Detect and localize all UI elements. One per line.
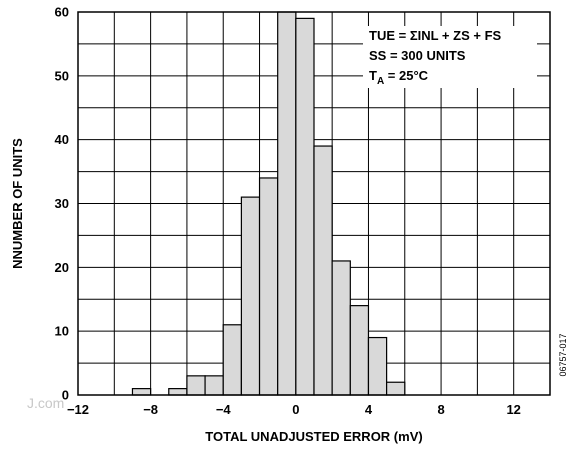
x-tick-label: 0 xyxy=(292,402,299,417)
annotation-temperature: TA = 25°C xyxy=(369,68,429,87)
x-tick-label: −4 xyxy=(216,402,232,417)
y-tick-label: 10 xyxy=(55,324,69,339)
y-tick-label: 0 xyxy=(62,388,69,403)
y-tick-label: 40 xyxy=(55,132,69,147)
annotation-background xyxy=(363,26,537,88)
bar-layer xyxy=(131,11,406,396)
x-tick-label: −12 xyxy=(67,402,89,417)
histogram-bar xyxy=(240,196,261,396)
histogram-bar xyxy=(277,11,297,396)
x-axis-label: TOTAL UNADJUSTED ERROR (mV) xyxy=(205,429,422,444)
plot-frame xyxy=(77,11,551,396)
y-axis-label: NNUMBER OF UNITS xyxy=(10,138,25,269)
histogram-bar xyxy=(331,260,351,396)
histogram-bar xyxy=(186,375,206,396)
x-tick-label: 4 xyxy=(365,402,373,417)
histogram-bar xyxy=(386,381,406,396)
annotation-temperature-subscript: A xyxy=(377,76,384,87)
figure-code: 06757-017 xyxy=(558,333,568,376)
annotation-temperature-value: = 25°C xyxy=(384,68,428,83)
x-tick-label: −8 xyxy=(143,402,158,417)
histogram-bar xyxy=(295,17,315,396)
histogram-bar xyxy=(222,324,242,396)
histogram-bar xyxy=(258,177,279,396)
histogram-bar xyxy=(367,336,388,396)
annotation-temperature-symbol: T xyxy=(369,68,377,83)
x-tick-label: 12 xyxy=(506,402,520,417)
x-tick-label: 8 xyxy=(437,402,444,417)
y-tick-label: 30 xyxy=(55,196,69,211)
histogram-bar xyxy=(131,388,152,396)
histogram-bar xyxy=(168,388,188,396)
y-tick-label: 20 xyxy=(55,260,69,275)
histogram-bar xyxy=(204,375,224,396)
y-tick-label: 50 xyxy=(55,68,69,83)
histogram-bar xyxy=(313,145,333,396)
y-tick-label: 60 xyxy=(55,5,69,20)
annotation-sample-size: SS = 300 UNITS xyxy=(369,48,466,63)
histogram-bar xyxy=(349,305,370,396)
watermark-text: J.com xyxy=(27,395,64,411)
annotation-tue-formula: TUE = ΣINL + ZS + FS xyxy=(369,28,502,43)
tick-layer: −12 −8 −4 0 4 8 12 0 10 20 30 40 50 60 xyxy=(55,5,521,418)
